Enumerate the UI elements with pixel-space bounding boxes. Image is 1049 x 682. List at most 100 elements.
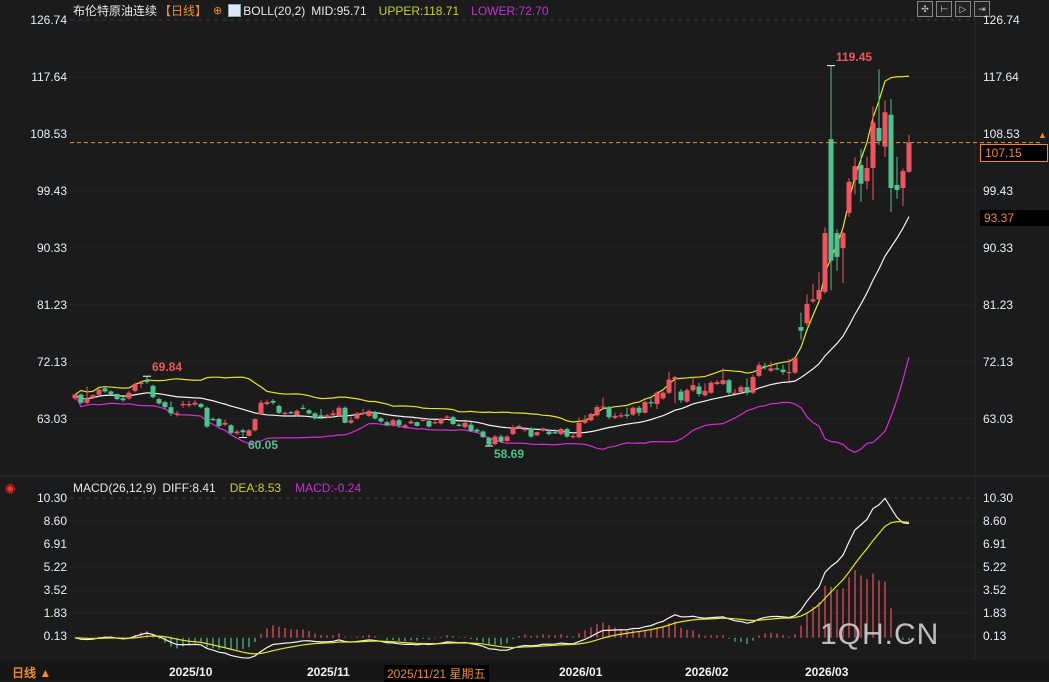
price-tick-right: 117.64 <box>983 69 1019 84</box>
candle-body <box>198 404 204 408</box>
candle-body <box>222 422 228 425</box>
candle-body <box>816 290 822 300</box>
candle-body <box>246 430 252 436</box>
candle-body <box>180 404 186 406</box>
candle-body <box>252 419 258 431</box>
candle-body <box>168 407 174 414</box>
marker-price-tag: 93.37 <box>980 210 1049 226</box>
candle-body <box>330 413 336 416</box>
price-tick-left: 99.43 <box>36 183 67 198</box>
candle-body <box>102 388 108 392</box>
candle-body <box>636 407 642 413</box>
price-tick-left: 63.03 <box>36 411 67 426</box>
zoom-in-range-icon[interactable]: ⊢ <box>936 1 952 17</box>
candle-body <box>648 402 654 404</box>
candle-body <box>360 412 366 415</box>
period-label[interactable]: 【日线】 <box>159 4 208 18</box>
candle-body <box>504 436 510 441</box>
price-tick-right: 126.74 <box>983 13 1020 27</box>
candle-body <box>666 379 672 393</box>
play-range-icon[interactable]: ▷ <box>955 1 971 17</box>
candle-body <box>792 357 798 373</box>
candle-body <box>300 407 306 410</box>
current-price-arrow-icon: ▲ <box>1038 130 1047 140</box>
candle-body <box>774 368 780 370</box>
candle-body <box>270 400 276 403</box>
macd-legend: ◉ MACD(26,12,9) DIFF:8.41 DEA:8.53 MACD:… <box>5 481 361 495</box>
price-tick-right: 108.53 <box>983 127 1020 141</box>
date-label: 2026/03 <box>805 665 849 679</box>
candle-body <box>450 417 456 425</box>
candle-body <box>744 387 750 393</box>
candle-body <box>498 436 504 442</box>
candle-body <box>582 419 588 423</box>
candle-body <box>162 402 168 408</box>
candle-body <box>258 402 264 415</box>
period-switch[interactable]: 日线 ▲ <box>12 666 52 680</box>
candle-body <box>624 414 630 416</box>
macd-tick-left: 6.91 <box>43 537 67 551</box>
candle-body <box>210 419 216 421</box>
candle-body <box>738 387 744 393</box>
date-label: 2026/02 <box>685 665 729 679</box>
price-tick-left: 72.13 <box>36 354 67 369</box>
price-tick-left: 108.53 <box>30 127 67 141</box>
crosshair-plus-icon[interactable]: ⊕ <box>213 5 223 17</box>
boll-lower: LOWER:72.70 <box>471 3 549 18</box>
candle-body <box>126 392 132 399</box>
candle-body <box>756 365 762 376</box>
macd-tick-left: 5.22 <box>43 559 67 574</box>
candle-body <box>150 385 156 398</box>
candle-body <box>510 427 516 435</box>
candle-body <box>822 233 828 292</box>
candle-body <box>702 390 708 396</box>
candle-body <box>174 413 180 415</box>
candle-body <box>420 419 426 421</box>
candle-body <box>144 380 150 383</box>
candle-body <box>384 422 390 426</box>
hover-date: 2025/11/21 星期五 <box>384 665 489 682</box>
candle-body <box>408 421 414 424</box>
indicator-chart-icon[interactable] <box>228 4 242 17</box>
candle-body <box>882 112 888 147</box>
candle-body <box>114 393 120 399</box>
candle-body <box>876 127 882 142</box>
candle-body <box>348 420 354 423</box>
candle-body <box>216 419 222 426</box>
macd-tick-right: 1.83 <box>983 605 1007 620</box>
candle-body <box>354 413 360 419</box>
candle-body <box>708 382 714 393</box>
candle-body <box>570 435 576 438</box>
candle-body <box>306 410 312 414</box>
date-label: 2025/10 <box>169 665 213 679</box>
boll-mid: MID:95.71 <box>311 3 367 18</box>
date-label: 2026/01 <box>559 665 603 679</box>
candle-body <box>414 422 420 426</box>
candle-body <box>678 391 684 401</box>
candle-body <box>522 429 528 431</box>
candle-body <box>810 299 816 302</box>
candle-body <box>234 431 240 434</box>
price-tick-right: 90.33 <box>983 240 1014 255</box>
jump-end-icon[interactable]: ⇥ <box>974 1 990 17</box>
target-icon[interactable]: ◉ <box>5 481 16 495</box>
candle-body <box>78 394 84 403</box>
candle-body <box>798 327 804 331</box>
candle-body <box>186 404 192 406</box>
candle-body <box>90 395 96 398</box>
boll-label[interactable]: BOLL(20,2) <box>243 3 306 18</box>
price-tick-right: 81.23 <box>983 297 1014 312</box>
macd-label[interactable]: MACD(26,12,9) <box>73 481 157 495</box>
move-icon[interactable]: ✣ <box>917 1 933 17</box>
candle-body <box>732 392 738 394</box>
macd-tick-right: 10.30 <box>983 491 1014 505</box>
candle-body <box>438 419 444 424</box>
candle-body <box>390 420 396 426</box>
candle-body <box>870 122 876 168</box>
candle-body <box>462 422 468 428</box>
candle-body <box>762 365 768 368</box>
candle-body <box>468 424 474 431</box>
candle-body <box>528 428 534 437</box>
candle-body <box>276 405 282 413</box>
